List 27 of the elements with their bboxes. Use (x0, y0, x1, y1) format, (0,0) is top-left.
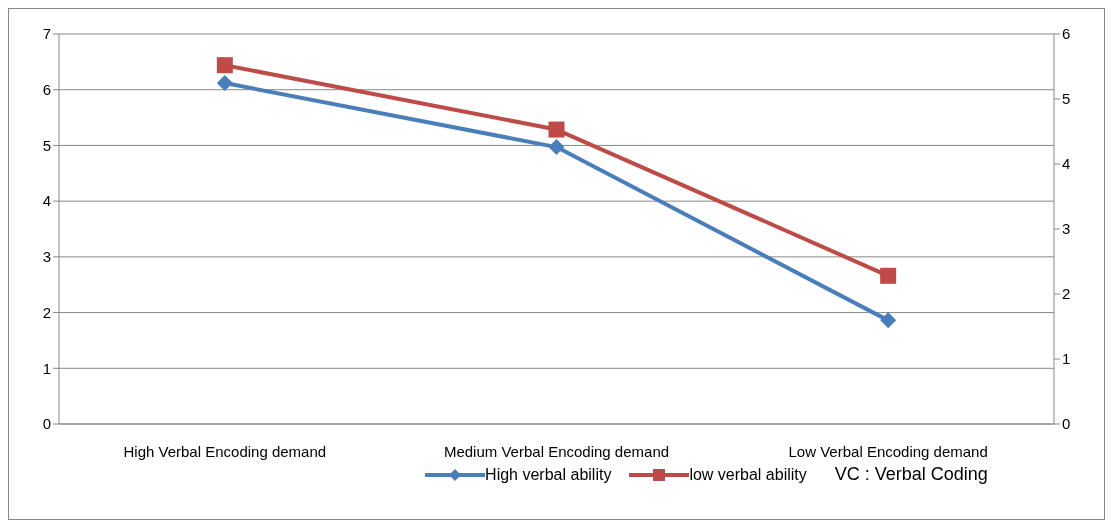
point (548, 139, 565, 156)
point (880, 312, 897, 329)
point (216, 75, 233, 92)
x-tick-label: Medium Verbal Encoding demand (443, 442, 670, 460)
legend-label: low verbal ability (689, 465, 807, 484)
y2-tick-label: 6 (1062, 25, 1071, 43)
y-tick-label: 4 (42, 192, 51, 210)
y-tick-label: 1 (42, 359, 51, 377)
y-tick-label: 5 (42, 136, 51, 154)
y2-tick-label: 2 (1062, 285, 1071, 303)
y2-tick-label: 1 (1062, 350, 1071, 368)
y-tick-label: 2 (42, 303, 51, 321)
y2-tick-label: 3 (1062, 220, 1071, 238)
y2-tick-label: 4 (1062, 155, 1071, 173)
y2-tick-label: 5 (1062, 90, 1071, 108)
legend-label: High verbal ability (485, 465, 612, 484)
y-tick-label: 0 (42, 415, 51, 433)
y-tick-label: 7 (42, 25, 51, 43)
y-tick-label: 3 (42, 248, 51, 266)
y2-tick-label: 0 (1062, 415, 1071, 433)
point (216, 57, 233, 74)
x-tick-label: High Verbal Encoding demand (123, 442, 327, 460)
text: VC : Verbal Coding (834, 464, 988, 485)
y-tick-label: 6 (42, 81, 51, 99)
point (880, 267, 897, 284)
point (548, 121, 565, 138)
x-tick-label: Low Verbal Encoding demand (788, 442, 988, 460)
